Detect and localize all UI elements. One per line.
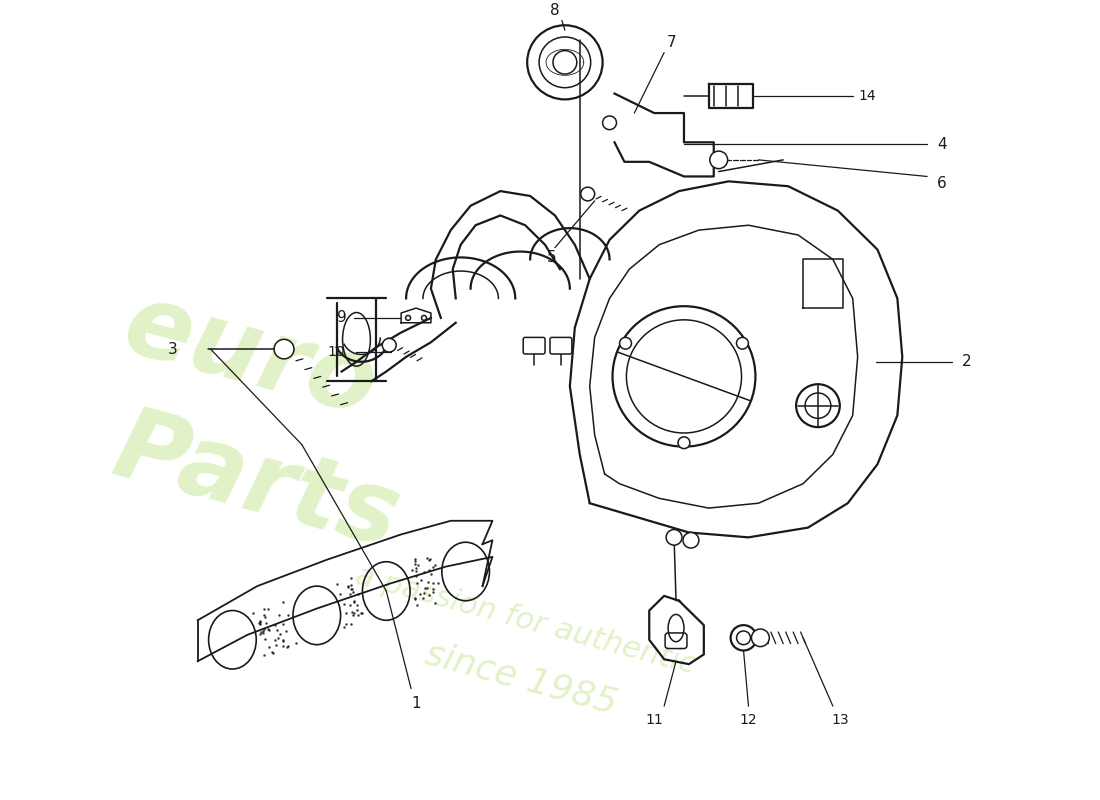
Circle shape xyxy=(678,437,690,449)
Circle shape xyxy=(710,151,727,169)
Circle shape xyxy=(737,338,748,349)
Text: 1: 1 xyxy=(411,696,421,710)
Circle shape xyxy=(683,533,698,548)
Text: 11: 11 xyxy=(646,713,663,726)
Text: a passion for authentic: a passion for authentic xyxy=(352,561,698,680)
Circle shape xyxy=(603,116,616,130)
Text: Parts: Parts xyxy=(103,399,409,568)
Circle shape xyxy=(581,187,595,201)
Text: 5: 5 xyxy=(547,250,557,265)
Circle shape xyxy=(667,530,682,545)
Circle shape xyxy=(383,338,396,352)
Text: 12: 12 xyxy=(739,713,757,726)
FancyBboxPatch shape xyxy=(524,338,544,354)
Text: 13: 13 xyxy=(830,713,848,726)
Circle shape xyxy=(730,625,757,650)
Text: 6: 6 xyxy=(937,176,947,190)
FancyBboxPatch shape xyxy=(550,338,572,354)
Text: since 1985: since 1985 xyxy=(421,637,620,721)
Text: 8: 8 xyxy=(550,3,560,18)
Text: euro: euro xyxy=(113,277,387,437)
Circle shape xyxy=(751,629,769,646)
Text: 7: 7 xyxy=(667,35,675,50)
Text: 4: 4 xyxy=(937,137,947,152)
Text: 9: 9 xyxy=(337,310,346,326)
Text: 14: 14 xyxy=(859,90,877,103)
Circle shape xyxy=(619,338,631,349)
Text: 2: 2 xyxy=(962,354,971,370)
Circle shape xyxy=(274,339,294,359)
Text: 3: 3 xyxy=(168,342,178,357)
Text: 10: 10 xyxy=(328,345,345,359)
